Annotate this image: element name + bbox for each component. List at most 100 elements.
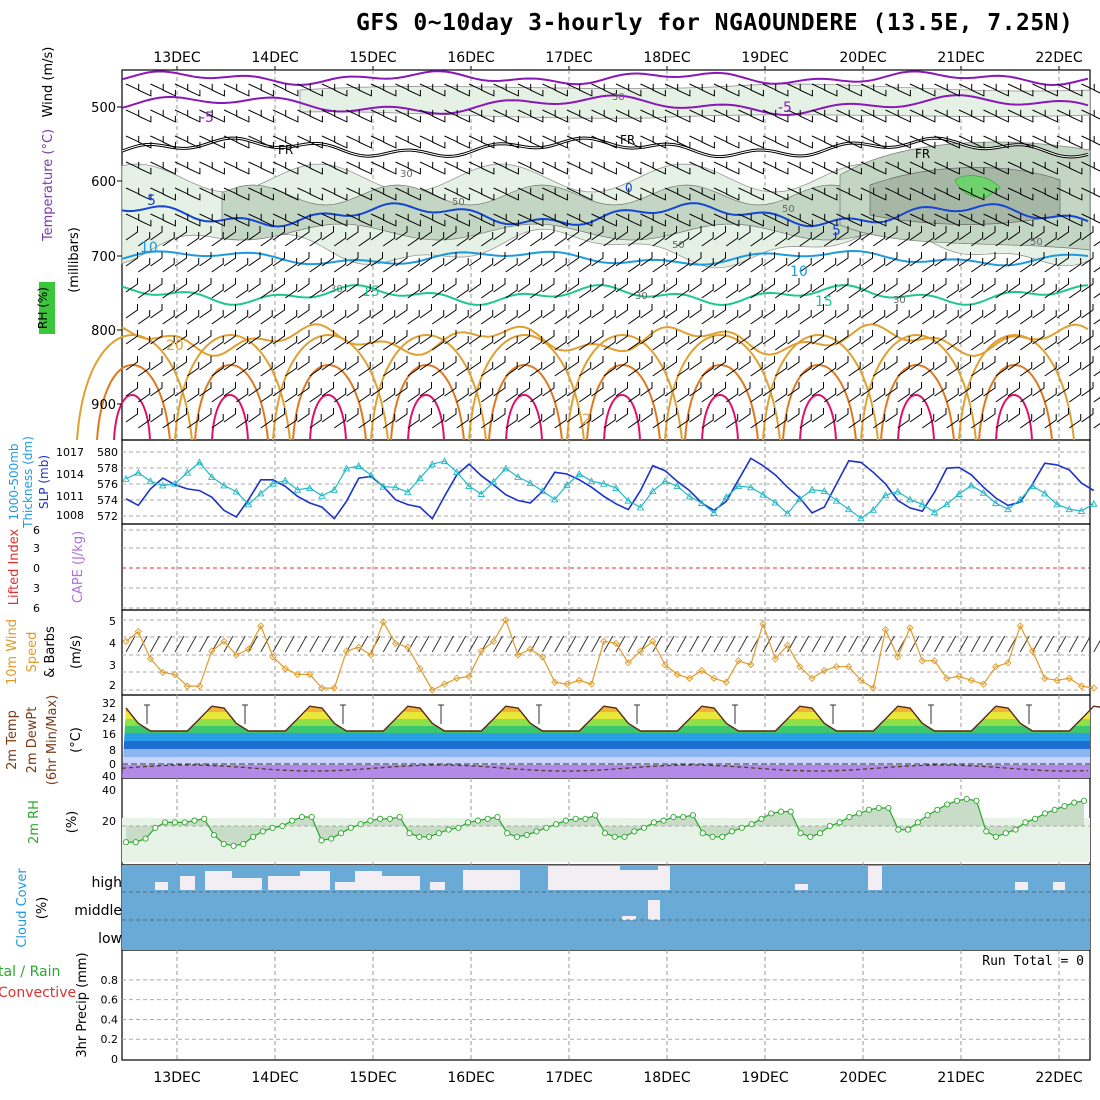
dewpoint-2m-line: [121, 764, 1089, 772]
rh2m-marker: [523, 831, 530, 839]
precip-tick: 0.2: [101, 1033, 119, 1046]
upper-ylabel-temp: Temperature (°C): [41, 129, 56, 242]
rh2m-marker: [377, 815, 384, 822]
rh2m-marker: [680, 813, 687, 821]
wind10m-barb: [248, 635, 258, 653]
rh2m-marker: [543, 824, 550, 831]
slp-marker: [771, 498, 780, 506]
wind10m-barb: [591, 635, 601, 653]
wind10m-barb: [1068, 635, 1079, 653]
wind10m-marker: [428, 686, 436, 694]
slp-marker: [759, 490, 767, 498]
slp-marker: [305, 483, 314, 491]
wind10m-marker: [881, 626, 890, 634]
wind10m-marker: [391, 639, 400, 647]
rh2m-marker: [670, 813, 677, 821]
wind10m-barb: [946, 635, 957, 653]
slp-tick: 1017: [56, 446, 84, 459]
contour-label-10-b: 10: [790, 264, 808, 280]
slp-marker: [844, 505, 853, 513]
wind10m-barb: [603, 635, 614, 653]
rh2m-marker: [152, 824, 159, 831]
slp-marker: [624, 496, 633, 504]
cloud-high-gap: [1015, 882, 1028, 890]
temp-minmax-bar: [634, 704, 640, 724]
rh2m-ylabel-unit: (%): [65, 811, 80, 834]
wind10m-marker: [355, 643, 363, 651]
wind10m-barb: [713, 635, 724, 653]
rh2m-marker: [1080, 797, 1088, 804]
temp-color-bands: [122, 706, 1090, 778]
wind10m-barb: [578, 635, 589, 653]
rh2m-marker: [162, 819, 169, 826]
rh2m-marker: [171, 819, 178, 826]
cloud-high-gap: [382, 876, 420, 890]
wind10m-barb: [762, 635, 773, 653]
thickness-tick: 576: [97, 478, 118, 491]
rh2m-marker: [621, 833, 628, 840]
rh2m-marker: [308, 813, 315, 821]
temp-minmax-bar: [340, 704, 346, 724]
rh2m-marker: [729, 828, 736, 835]
isotherm-minus5: [121, 94, 1089, 117]
wind10m-marker: [330, 684, 338, 692]
wind10m-barb: [235, 635, 246, 653]
isotherm-25: [586, 364, 661, 441]
wind10m-barb: [395, 635, 405, 653]
wind10m-barb: [444, 635, 454, 653]
wind10m-barb: [333, 635, 344, 653]
rh-label-30-c: 30: [330, 284, 343, 295]
wind10m-barb: [615, 635, 626, 653]
rh2m-marker: [953, 797, 960, 804]
temp-band: [122, 726, 1090, 733]
rh2m-marker: [875, 804, 882, 812]
wind10m-marker: [208, 647, 216, 655]
wind10m-marker: [551, 678, 559, 686]
thickness-tick: 578: [97, 462, 118, 475]
rh-label-30-e: 30: [893, 295, 906, 306]
wind10m-barb: [150, 635, 160, 653]
rh2m-marker: [631, 828, 638, 835]
wind10m-barb: [125, 635, 136, 653]
slp-marker: [612, 483, 620, 491]
rh2m-marker: [944, 801, 951, 808]
isotherm-30: [799, 394, 837, 441]
wind10m-marker: [122, 637, 130, 646]
wind10m-barb: [566, 635, 577, 653]
panel-frame-stab: [121, 523, 1091, 611]
wind10m-barb: [860, 635, 871, 653]
wind10m-marker: [171, 670, 179, 679]
wind10m-marker: [232, 651, 240, 659]
cape-ylabel: CAPE (J/kg): [71, 531, 86, 603]
rh2m-marker: [201, 815, 208, 822]
rh2m-marker: [914, 819, 921, 826]
rh2m-marker: [533, 828, 540, 835]
rh2m-marker: [279, 822, 286, 830]
rh2m-marker: [1012, 826, 1019, 833]
slp-marker: [538, 487, 547, 494]
isotherm-30: [113, 394, 151, 441]
slp-marker: [281, 476, 290, 484]
wind10m-marker: [367, 651, 375, 659]
wind10m-marker: [649, 637, 657, 646]
isotherm-30: [603, 394, 641, 441]
slp-marker: [1028, 482, 1037, 490]
slp-marker: [1065, 505, 1074, 513]
rh2m-marker: [465, 819, 472, 826]
rh2m-marker: [1061, 803, 1068, 810]
date-label-bottom: 15DEC: [349, 1070, 396, 1086]
slp-marker: [881, 491, 890, 499]
wind10m-marker: [992, 663, 1000, 671]
wind10m-marker: [747, 661, 755, 669]
rh-label-30-b: 30: [612, 92, 625, 103]
wind10m-marker: [698, 666, 706, 675]
wind10m-barb: [297, 635, 307, 653]
wind10m-marker: [918, 657, 926, 665]
wind10m-marker: [575, 676, 583, 684]
slp-marker: [367, 471, 375, 479]
cloud-high-gap: [868, 866, 882, 890]
rh2m-marker: [904, 826, 912, 833]
rh2m-marker: [758, 815, 765, 822]
wind10m-marker: [244, 645, 253, 653]
slp-marker: [685, 492, 694, 500]
